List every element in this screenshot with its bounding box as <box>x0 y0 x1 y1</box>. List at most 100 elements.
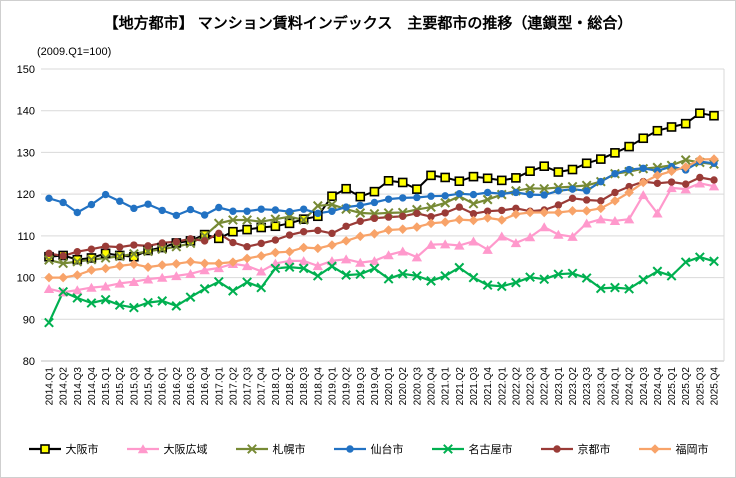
x-axis-label: 2014.Q3 <box>73 367 84 406</box>
sendai-marker <box>144 200 152 208</box>
x-axis-label: 2019.Q4 <box>370 367 381 406</box>
osaka-area-marker <box>355 257 366 267</box>
fukuoka-marker <box>440 217 450 227</box>
sapporo-marker <box>44 255 54 265</box>
kyoto-marker <box>342 222 350 230</box>
x-axis-label: 2025.Q3 <box>695 367 706 406</box>
sendai-marker <box>186 205 195 214</box>
osaka-area-marker <box>142 274 154 284</box>
osaka-area-marker <box>623 214 635 224</box>
osaka-area-marker <box>43 284 55 294</box>
nagoya-marker <box>228 286 238 296</box>
osaka-city-marker <box>496 175 507 186</box>
legend-label-fukuoka: 福岡市 <box>675 444 709 456</box>
fukuoka-marker <box>525 207 535 218</box>
nagoya-marker <box>440 270 451 281</box>
nagoya-marker <box>468 272 479 283</box>
sendai-marker <box>243 207 251 215</box>
x-axis-label: 2016.Q2 <box>172 367 183 406</box>
sendai-marker <box>413 193 421 202</box>
kyoto-marker <box>552 445 561 453</box>
osaka-city-marker <box>228 226 238 237</box>
nagoya-marker <box>397 268 408 279</box>
sapporo-marker <box>256 216 267 227</box>
kyoto-marker <box>413 209 421 218</box>
x-axis-label: 2016.Q3 <box>186 367 197 406</box>
kyoto-marker <box>87 245 96 253</box>
kyoto-marker <box>498 206 506 215</box>
sendai-marker <box>498 190 506 198</box>
osaka-area-marker <box>411 252 423 262</box>
x-axis-label: 2014.Q2 <box>59 367 70 406</box>
osaka-city-marker <box>72 254 83 265</box>
osaka-city-marker <box>581 158 592 169</box>
x-axis-label: 2014.Q1 <box>45 367 56 406</box>
legend-marker-osaka-area <box>126 444 159 454</box>
legend-item-fukuoka: 福岡市 <box>638 441 709 457</box>
osaka-area-marker <box>482 244 493 254</box>
x-axis-label: 2018.Q2 <box>285 367 296 406</box>
fukuoka-marker <box>100 263 111 274</box>
osaka-city-marker <box>284 218 295 229</box>
x-axis-label: 2021.Q1 <box>441 367 452 406</box>
chart-subtitle: (2009.Q1=100) <box>37 46 112 58</box>
osaka-city-marker <box>624 141 634 152</box>
fukuoka-marker <box>539 207 550 218</box>
fukuoka-marker <box>355 231 366 242</box>
x-axis-label: 2021.Q3 <box>469 367 480 406</box>
nagoya-marker <box>100 294 111 305</box>
sendai-marker <box>554 187 563 195</box>
osaka-area-marker <box>114 278 125 288</box>
legend-item-sendai: 仙台市 <box>333 441 404 457</box>
x-axis-label: 2020.Q4 <box>427 367 438 406</box>
osaka-area-marker <box>72 285 83 295</box>
osaka-area-marker <box>595 214 607 224</box>
osaka-area-marker <box>439 239 451 249</box>
fukuoka-marker <box>454 214 465 225</box>
osaka-city-marker <box>426 170 436 181</box>
fukuoka-marker <box>666 166 677 176</box>
sendai-marker <box>172 211 181 220</box>
kyoto-marker <box>427 212 435 221</box>
x-axis-label: 2021.Q2 <box>455 367 466 406</box>
nagoya-marker <box>341 270 352 280</box>
osaka-area-marker <box>156 272 168 282</box>
x-axis-label: 2024.Q1 <box>610 367 621 406</box>
fukuoka-marker <box>638 177 649 188</box>
legend-item-osaka-city: 大阪市 <box>28 441 99 457</box>
sapporo-marker <box>86 254 97 265</box>
nagoya-marker <box>143 297 153 308</box>
sendai-marker <box>399 194 407 202</box>
nagoya-marker <box>185 292 196 303</box>
nagoya-marker <box>581 273 592 283</box>
osaka-city-marker <box>369 186 380 197</box>
nagoya-marker <box>298 263 309 274</box>
nagoya-marker <box>595 283 606 294</box>
y-axis-label: 150 <box>17 64 35 76</box>
sendai-marker <box>271 206 280 214</box>
sendai-marker <box>257 205 265 213</box>
fukuoka-marker <box>114 261 125 271</box>
kyoto-marker <box>59 252 67 260</box>
sendai-marker <box>87 200 96 209</box>
kyoto-marker <box>512 204 520 213</box>
legend-marker-fukuoka <box>638 444 671 454</box>
osaka-area-marker <box>708 181 720 191</box>
sendai-marker <box>512 188 520 197</box>
fukuoka-marker <box>652 170 663 181</box>
y-axis-label: 110 <box>17 231 35 243</box>
fukuoka-marker <box>383 225 394 235</box>
nagoya-marker <box>58 286 69 297</box>
osaka-area-marker <box>567 231 578 241</box>
x-axis-label: 2022.Q2 <box>511 367 522 406</box>
sendai-marker <box>526 190 534 199</box>
chart-legend: 大阪市 大阪広域 札幌市 仙台市 名古屋市 京都市 福岡市 <box>1 441 735 457</box>
sendai-marker <box>101 190 110 199</box>
osaka-city-marker <box>86 253 97 263</box>
fukuoka-marker <box>185 256 196 267</box>
nagoya-marker <box>72 293 83 303</box>
osaka-area-marker <box>298 256 309 266</box>
sendai-marker <box>639 164 647 172</box>
osaka-city-marker <box>454 176 465 187</box>
fukuoka-marker <box>143 262 153 272</box>
